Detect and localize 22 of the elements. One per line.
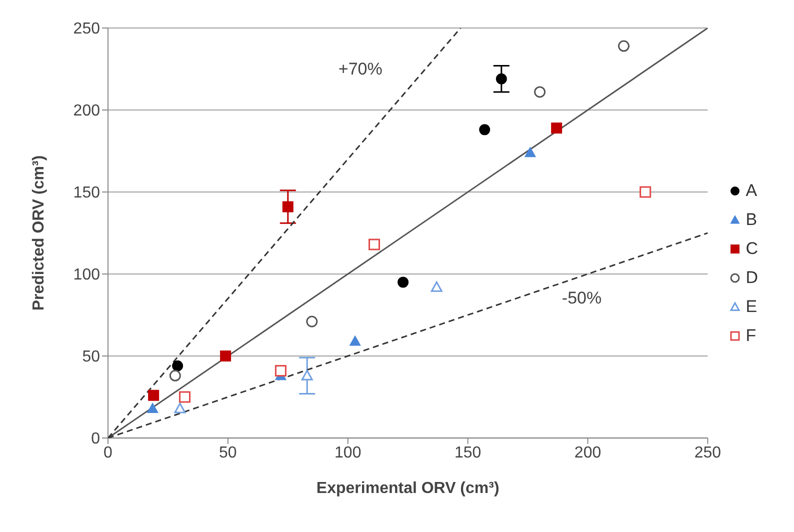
legend-label: F: [746, 326, 756, 346]
y-axis-title: Predicted ORV (cm³): [30, 155, 48, 311]
x-tick-label: 50: [219, 444, 237, 462]
y-tick-label: 250: [73, 20, 100, 38]
legend-label: B: [746, 210, 758, 230]
x-tick-label: 200: [574, 444, 602, 462]
legend-label: C: [746, 238, 758, 258]
y-tick-label: 0: [91, 430, 100, 448]
x-tick-label: 0: [104, 444, 113, 462]
y-tick-label: 150: [73, 184, 100, 202]
x-axis-title: Experimental ORV (cm³): [316, 480, 500, 497]
x-tick-label: 100: [334, 444, 362, 462]
x-tick-label: 150: [454, 444, 482, 462]
annotation: -50%: [562, 288, 602, 308]
legend-label: E: [746, 296, 758, 316]
y-tick-label: 100: [73, 266, 100, 284]
x-tick-label: 250: [694, 444, 722, 462]
y-tick-label: 200: [73, 102, 100, 120]
y-tick-label: 50: [82, 348, 100, 366]
legend-label: D: [746, 268, 758, 288]
legend-label: A: [746, 180, 758, 200]
annotation: +70%: [338, 60, 382, 78]
